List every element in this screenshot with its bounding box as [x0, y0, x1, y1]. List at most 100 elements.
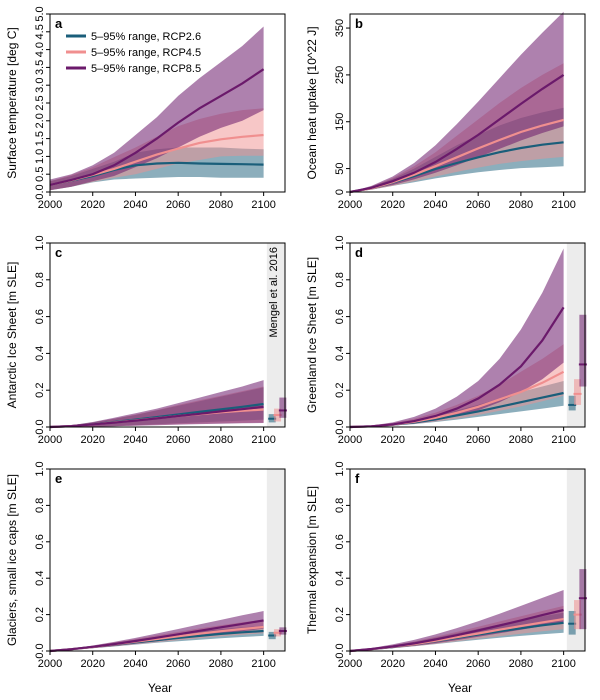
x-tick-label: 2080 [209, 199, 233, 211]
band-RCP85 [350, 248, 564, 427]
y-tick-label: 1.0 [34, 235, 46, 250]
panel-a: 2000 2020 2040 2060 2080 2100 0.0 0.5 1.0 1.5 2.0 2… [5, 6, 286, 211]
x-tick-label: 2000 [338, 658, 362, 670]
panel-d: 2000 2020 2040 2060 2080 2100 0.0 0.2 0.4 0.6 0.8 1… [305, 235, 587, 446]
panel-f: 2000 2020 2040 2060 2080 2100 0.0 0.2 0.4 0.6 0.8 1… [305, 461, 587, 670]
x-tick-label: 2100 [251, 658, 275, 670]
panel-c: 2000 2020 2040 2060 2080 2100 0.0 0.2 0.4 0.6 0.8 1… [5, 235, 287, 446]
band-RCP85 [50, 380, 264, 427]
y-tick-label: 0.0 [334, 419, 346, 434]
y-tick-label: 0 [334, 189, 346, 195]
plot-frame [349, 468, 586, 652]
x-tick-label: 2040 [423, 658, 447, 670]
y-tick-label: 0.5 [34, 167, 46, 182]
x-tick-label: 2060 [166, 658, 190, 670]
legend-entry: 5–95% range, RCP8.5 [91, 63, 201, 75]
x-tick-label: 2020 [380, 434, 404, 446]
y-axis-label: Ocean heat uptake [10^22 J] [305, 26, 319, 179]
x-tick-label: 2060 [466, 658, 490, 670]
plot-frame [49, 468, 286, 652]
y-tick-label: 0.2 [34, 607, 46, 622]
y-axis-label: Antarctic Ice Sheet [m SLE] [5, 262, 19, 409]
panel-b: 2000 2020 2040 2060 2080 2100 0 50 150 250 350 Ocea… [305, 11, 586, 211]
x-tick-label: 2100 [551, 658, 575, 670]
x-tick-label: 2060 [466, 199, 490, 211]
x-tick-label: 2000 [38, 658, 62, 670]
y-tick-label: 0.8 [334, 498, 346, 513]
band-RCP85 [50, 26, 264, 191]
median-line-RCP85 [349, 306, 565, 429]
y-tick-label: 1.0 [334, 461, 346, 476]
y-tick-label: 2.0 [34, 113, 46, 128]
y-axis-label: Surface temperature [deg C] [5, 27, 19, 178]
y-tick-label: 3.5 [34, 60, 46, 75]
x-tick-label: 2040 [423, 434, 447, 446]
y-tick-label: 0.4 [34, 346, 46, 361]
panel-letter: d [355, 245, 363, 260]
median-line-RCP85 [49, 68, 265, 186]
x-tick-label: 2020 [80, 658, 104, 670]
y-tick-label: 2.5 [34, 95, 46, 110]
shaded-region [266, 469, 285, 651]
y-tick-label: 0.8 [334, 272, 346, 287]
median-line-RCP85 [349, 73, 565, 194]
y-tick-label: 150 [334, 113, 346, 131]
panel-letter: e [55, 471, 62, 486]
y-tick-label: 0.6 [34, 534, 46, 549]
y-tick-label: 5.0 [34, 6, 46, 21]
x-tick-label: 2000 [338, 434, 362, 446]
y-tick-label: 3.0 [34, 78, 46, 93]
panel-letter: b [355, 16, 363, 31]
x-tick-label: 2100 [551, 199, 575, 211]
x-tick-label: 2040 [123, 434, 147, 446]
source-note: Mengel et al. 2016 [268, 247, 280, 338]
x-tick-label: 2040 [423, 199, 447, 211]
x-tick-label: 2100 [551, 434, 575, 446]
y-tick-label: 0.0 [34, 184, 46, 199]
plot-frame [349, 13, 586, 193]
x-axis-label-left: Year [148, 681, 172, 695]
y-tick-label: 0.2 [334, 383, 346, 398]
x-tick-label: 2000 [338, 199, 362, 211]
y-tick-label: 0.4 [34, 571, 46, 586]
legend-entry: 5–95% range, RCP2.6 [91, 31, 201, 43]
panel-letter: f [355, 471, 360, 486]
y-axis-label: Thermal expansion [m SLE] [305, 486, 319, 634]
shaded-region [266, 243, 285, 427]
x-tick-label: 2040 [123, 658, 147, 670]
y-tick-label: 0.6 [334, 534, 346, 549]
range-bar-RCP85 [279, 397, 287, 418]
y-tick-label: 250 [334, 66, 346, 84]
x-tick-label: 2040 [123, 199, 147, 211]
median-line-RCP85 [49, 619, 264, 653]
median-line-RCP85 [349, 608, 564, 653]
x-tick-label: 2080 [209, 658, 233, 670]
panel-letter: a [55, 16, 63, 31]
y-tick-label: 350 [334, 19, 346, 37]
legend-entry: 5–95% range, RCP4.5 [91, 47, 201, 59]
y-tick-label: 0.8 [34, 498, 46, 513]
y-tick-label: 1.0 [34, 149, 46, 164]
x-tick-label: 2020 [80, 199, 104, 211]
panel-letter: c [55, 245, 62, 260]
x-tick-label: 2020 [380, 199, 404, 211]
y-tick-label: 1.0 [334, 235, 346, 250]
x-tick-label: 2020 [380, 658, 404, 670]
x-axis-label-right: Year [448, 681, 472, 695]
band-RCP45 [350, 344, 564, 427]
x-tick-label: 2100 [251, 199, 275, 211]
x-tick-label: 2000 [38, 434, 62, 446]
y-tick-label: 0.4 [334, 571, 346, 586]
plot-frame [349, 242, 586, 428]
x-tick-label: 2060 [166, 434, 190, 446]
panel-e: 2000 2020 2040 2060 2080 2100 0.0 0.2 0.4 0.6 0.8 1… [5, 461, 287, 670]
y-axis-label: Greenland Ice Sheet [m SLE] [305, 257, 319, 413]
x-tick-label: 2100 [251, 434, 275, 446]
y-tick-label: 0.8 [34, 272, 46, 287]
x-tick-label: 2000 [38, 199, 62, 211]
y-tick-label: 0.6 [34, 309, 46, 324]
y-tick-label: 1.5 [34, 131, 46, 146]
y-tick-label: 0.2 [34, 383, 46, 398]
x-tick-label: 2080 [509, 434, 533, 446]
